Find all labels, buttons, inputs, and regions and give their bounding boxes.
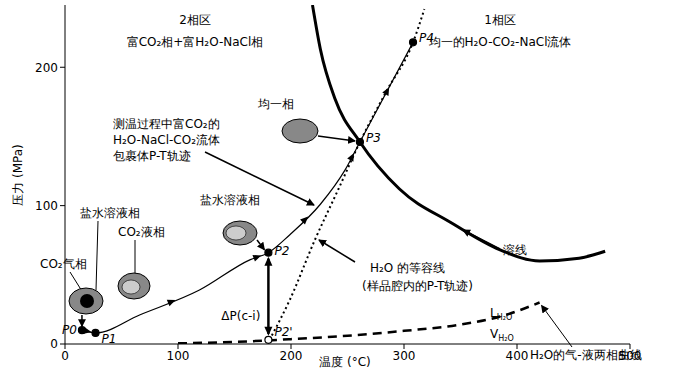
svg-text:P2': P2'	[274, 325, 292, 339]
svg-text:温度 (°C): 温度 (°C)	[319, 355, 371, 369]
svg-text:300: 300	[393, 349, 416, 363]
svg-text:P2: P2	[274, 244, 289, 258]
svg-text:H₂O-NaCl-CO₂流体: H₂O-NaCl-CO₂流体	[113, 133, 220, 147]
svg-text:CO₂气相: CO₂气相	[40, 257, 87, 271]
svg-text:1相区: 1相区	[484, 13, 516, 27]
svg-text:溶线: 溶线	[503, 243, 527, 257]
svg-text:200: 200	[35, 61, 58, 75]
svg-text:0: 0	[61, 349, 69, 363]
svg-text:H₂O 的等容线: H₂O 的等容线	[370, 261, 445, 275]
svg-text:包裹体P-T轨迹: 包裹体P-T轨迹	[113, 149, 191, 163]
svg-text:压力 (MPa): 压力 (MPa)	[11, 144, 25, 206]
svg-text:400: 400	[506, 349, 529, 363]
svg-text:均一相: 均一相	[257, 97, 294, 111]
svg-text:盐水溶液相: 盐水溶液相	[80, 206, 140, 220]
svg-text:P1: P1	[102, 332, 117, 346]
svg-text:CO₂液相: CO₂液相	[118, 225, 165, 239]
svg-text:100: 100	[35, 199, 58, 213]
svg-text:VH₂O: VH₂O	[490, 327, 514, 343]
svg-text:0: 0	[50, 337, 58, 351]
svg-text:测温过程中富CO₂的: 测温过程中富CO₂的	[113, 117, 220, 131]
svg-text:2相区: 2相区	[179, 13, 211, 27]
svg-text:P0: P0	[62, 323, 77, 337]
svg-text:(样品腔内的P-T轨迹): (样品腔内的P-T轨迹)	[362, 279, 473, 293]
svg-text:盐水溶液相: 盐水溶液相	[200, 193, 260, 207]
svg-text:100: 100	[167, 349, 190, 363]
svg-text:均一的H₂O-CO₂-NaCl流体: 均一的H₂O-CO₂-NaCl流体	[428, 35, 572, 49]
svg-text:富CO₂相+富H₂O-NaCl相: 富CO₂相+富H₂O-NaCl相	[127, 35, 264, 49]
svg-text:LH₂O: LH₂O	[490, 306, 512, 322]
svg-text:P4: P4	[419, 31, 434, 45]
svg-text:200: 200	[280, 349, 303, 363]
svg-text:ΔP(c-i): ΔP(c-i)	[221, 309, 260, 323]
svg-text:H₂O的气-液两相曲线: H₂O的气-液两相曲线	[530, 348, 642, 362]
svg-text:P3: P3	[366, 131, 381, 145]
svg-text:500: 500	[619, 349, 642, 363]
